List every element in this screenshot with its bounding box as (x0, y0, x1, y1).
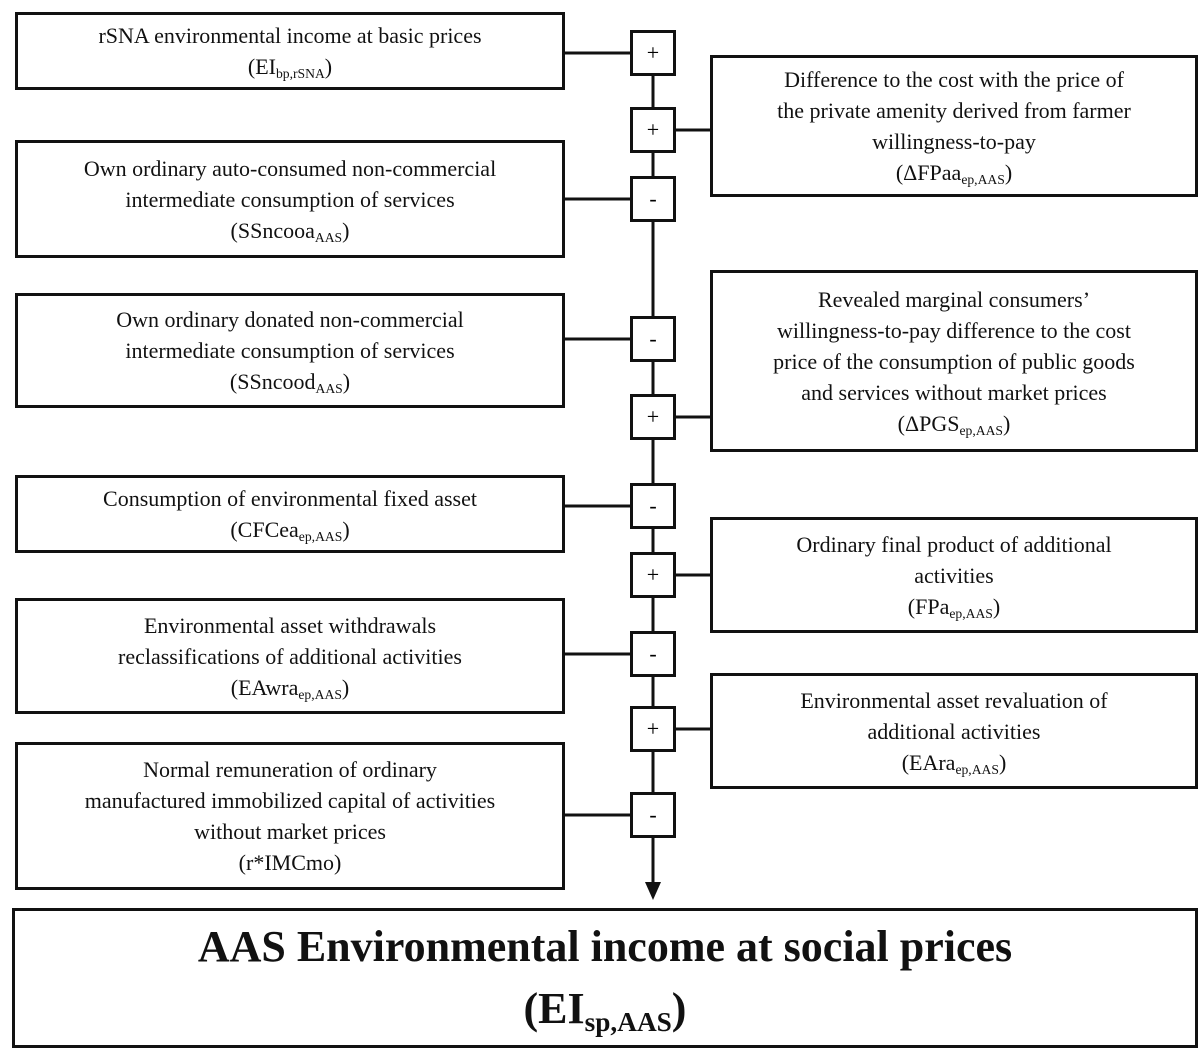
symbol-end: ) (342, 217, 350, 243)
arrow-head (645, 882, 661, 900)
sign-box: + (630, 394, 676, 440)
symbol-end: ) (342, 369, 351, 394)
box-symbol: (ΔFPaaep,AAS) (896, 157, 1012, 188)
symbol-subscript: AAS (315, 381, 343, 397)
box-line: Ordinary final product of additional (796, 531, 1112, 557)
text-box: Difference to the cost with the price of… (710, 55, 1198, 197)
result-symbol: (EIsp,AAS) (524, 978, 687, 1040)
result-title: AAS Environmental income at social price… (197, 922, 1013, 971)
sign-box: - (630, 483, 676, 529)
symbol-subscript: sp,AAS (584, 1007, 672, 1038)
symbol-end: ) (341, 674, 350, 700)
result-box: AAS Environmental income at social price… (12, 908, 1198, 1048)
symbol-end: ) (342, 517, 350, 542)
sign-box: - (630, 176, 676, 222)
sign-box: - (630, 792, 676, 838)
box-line: Difference to the cost with the price of (784, 67, 1124, 92)
symbol-base: (r*IMCmo) (238, 850, 342, 875)
box-symbol: (SSncooaAAS) (231, 215, 350, 246)
symbol-base: (ΔFPaa (895, 160, 962, 185)
box-line: rSNA environmental income at basic price… (98, 23, 482, 48)
box-symbol: (FPaep,AAS) (908, 591, 1000, 622)
box-line: Environmental asset withdrawals (143, 612, 437, 638)
sign-box: + (630, 107, 676, 153)
box-line: without market prices (194, 819, 386, 844)
symbol-base: (EAra (901, 749, 956, 775)
symbol-end: ) (1003, 410, 1011, 436)
symbol-end: ) (1004, 160, 1013, 185)
box-line: Environmental asset revaluation of (800, 687, 1108, 713)
box-line: Own ordinary donated non-commercial (116, 307, 464, 332)
symbol-subscript: ep,AAS (959, 422, 1004, 438)
symbol-subscript: AAS (314, 229, 343, 245)
symbol-base: (EI (523, 984, 585, 1033)
box-line: intermediate consumption of services (125, 338, 455, 363)
box-line: manufactured immobilized capital of acti… (84, 788, 496, 813)
symbol-subscript: ep,AAS (298, 686, 342, 702)
symbol-base: (SSncood (229, 369, 316, 394)
text-box: Own ordinary auto-consumed non-commercia… (15, 140, 565, 258)
symbol-end: ) (992, 593, 1001, 619)
box-line: activities (914, 562, 994, 588)
box-line: intermediate consumption of services (125, 186, 455, 212)
symbol-base: (EI (247, 54, 276, 79)
box-line: the private amenity derived from farmer (777, 98, 1131, 123)
symbol-subscript: ep,AAS (955, 761, 999, 777)
symbol-subscript: ep,AAS (298, 529, 343, 545)
text-box: Ordinary final product of additional acti… (710, 517, 1198, 633)
symbol-subscript: ep,AAS (961, 172, 1005, 188)
symbol-subscript: ep,AAS (949, 605, 993, 621)
box-symbol: (CFCeaep,AAS) (230, 514, 349, 545)
box-line: and services without market prices (801, 379, 1107, 405)
box-symbol: (EAraep,AAS) (902, 747, 1007, 778)
box-symbol: (SSncoodAAS) (230, 366, 350, 397)
sign-box: - (630, 631, 676, 677)
sign-box: + (630, 706, 676, 752)
box-line: willingness-to-pay (872, 129, 1036, 154)
box-symbol: (ΔPGSep,AAS) (898, 408, 1011, 439)
sign-box: + (630, 30, 676, 76)
box-line: Consumption of environmental fixed asset (103, 486, 477, 511)
box-symbol: (r*IMCmo) (239, 847, 342, 878)
text-box: Normal remuneration of ordinary manufactu… (15, 742, 565, 890)
symbol-end: ) (998, 749, 1007, 775)
box-line: Normal remuneration of ordinary (143, 757, 437, 782)
symbol-base: (EAwra (230, 674, 299, 700)
box-line: willingness-to-pay difference to the cos… (777, 317, 1131, 343)
box-line: Revealed marginal consumers’ (817, 286, 1091, 312)
text-box: rSNA environmental income at basic price… (15, 12, 565, 90)
box-line: Own ordinary auto-consumed non-commercia… (83, 155, 497, 181)
symbol-base: (FPa (907, 593, 950, 619)
symbol-subscript: bp,rSNA (275, 66, 325, 82)
box-symbol: (EIbp,rSNA) (248, 51, 332, 82)
text-box: Environmental asset withdrawals reclassif… (15, 598, 565, 714)
symbol-base: (ΔPGS (897, 410, 960, 436)
text-box: Own ordinary donated non-commercial inter… (15, 293, 565, 408)
symbol-end: ) (324, 54, 333, 79)
text-box: Consumption of environmental fixed asset… (15, 475, 565, 553)
symbol-base: (CFCea (230, 517, 299, 542)
box-line: additional activities (867, 718, 1041, 744)
text-box: Revealed marginal consumers’ willingness-… (710, 270, 1198, 452)
box-line: price of the consumption of public goods (773, 348, 1135, 374)
symbol-end: ) (671, 984, 687, 1033)
sign-box: - (630, 316, 676, 362)
text-box: Environmental asset revaluation of additi… (710, 673, 1198, 789)
sign-box: + (630, 552, 676, 598)
box-line: reclassifications of additional activiti… (118, 643, 462, 669)
symbol-base: (SSncooa (230, 217, 315, 243)
box-symbol: (EAwraep,AAS) (231, 672, 349, 703)
